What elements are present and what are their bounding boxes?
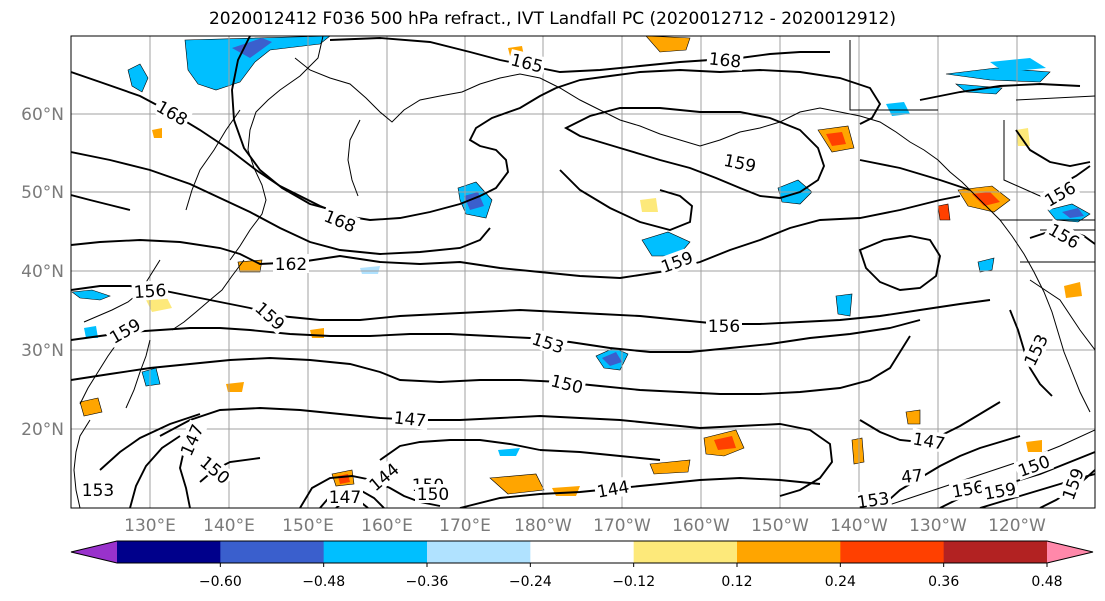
longitude-label: 120°W: [988, 516, 1046, 536]
contour-lines: [71, 36, 1095, 508]
latitude-label: 20°N: [21, 420, 64, 440]
colorbar-tick-label: −0.12: [612, 574, 655, 590]
contour-label: 147: [391, 407, 429, 432]
colorbar-tick-label: 0.48: [1031, 574, 1062, 590]
contour-label: 147: [909, 428, 949, 455]
latitude-label: 30°N: [21, 341, 64, 361]
svg-text:153: 153: [856, 489, 891, 513]
contour-label: 153: [853, 487, 893, 513]
map-frame: [70, 35, 1096, 509]
colorbar-outline: [70, 540, 1094, 564]
longitude-label: 130°W: [909, 516, 967, 536]
colorbar-tick-label: −0.36: [406, 574, 449, 590]
svg-text:47: 47: [900, 466, 924, 488]
contour-label: 156: [131, 279, 169, 303]
longitude-label: 150°W: [751, 516, 809, 536]
svg-text:150: 150: [417, 485, 449, 505]
latitude-labels: 60°N 50°N 40°N 30°N 20°N: [21, 105, 64, 440]
svg-text:147: 147: [329, 488, 361, 508]
contour-label: 162: [273, 254, 309, 275]
svg-text:162: 162: [275, 255, 307, 275]
longitude-labels: 130°E 140°E 150°E 160°E 170°E 180°W 170°W 160°W…: [124, 516, 1046, 536]
longitude-label: 140°E: [203, 516, 255, 536]
colorbar-segment: [323, 541, 428, 563]
filled-anomaly-patches: [71, 36, 1091, 496]
colorbar-tick-label: −0.48: [302, 574, 345, 590]
longitude-label: 150°E: [282, 516, 334, 536]
colorbar-tick-label: −0.60: [199, 574, 242, 590]
contour-labels: 165 1681681591561561681621561591591591561…: [80, 48, 1089, 513]
longitude-label: 170°E: [439, 516, 491, 536]
colorbar-upper-extension: [1047, 541, 1093, 563]
contour-label: 150: [415, 484, 451, 505]
colorbar-tick-label: 0.24: [825, 574, 856, 590]
colorbar-segment: [943, 541, 1048, 563]
coastlines: [73, 36, 1095, 508]
colorbar-segment: [427, 541, 531, 563]
latitude-label: 40°N: [21, 262, 64, 282]
latitude-label: 60°N: [21, 105, 64, 125]
colorbar-segment: [633, 541, 738, 563]
longitude-label: 140°W: [830, 516, 888, 536]
svg-text:156: 156: [133, 281, 167, 303]
svg-text:147: 147: [393, 408, 427, 431]
colorbar: −0.60 −0.48 −0.36 −0.24 −0.12 0.12 0.24 0.36 0.4…: [70, 540, 1094, 590]
colorbar-tick-label: 0.36: [928, 574, 959, 590]
colorbar-segment: [737, 541, 841, 563]
contour-label: 47: [898, 464, 926, 488]
colorbar-segment: [117, 541, 221, 563]
contour-label: 144: [593, 476, 633, 503]
map-title: 2020012412 F036 500 hPa refract., IVT La…: [208, 9, 896, 29]
svg-text:153: 153: [82, 481, 114, 501]
colorbar-segment: [220, 541, 325, 563]
svg-text:156: 156: [708, 317, 740, 337]
colorbar-tick-label: 0.12: [721, 574, 752, 590]
colorbar-segment: [530, 541, 635, 563]
contour-label: 156: [706, 316, 742, 337]
latitude-label: 50°N: [21, 183, 64, 203]
longitude-label: 130°E: [124, 516, 176, 536]
gridlines: [71, 36, 1095, 508]
colorbar-lower-extension: [71, 541, 117, 563]
colorbar-tick-label: −0.24: [509, 574, 552, 590]
contour-label: 168: [706, 48, 744, 73]
colorbar-segment: [840, 541, 945, 563]
svg-text:168: 168: [708, 49, 742, 72]
contour-label: 147: [327, 487, 363, 508]
longitude-label: 160°W: [672, 516, 730, 536]
longitude-label: 160°E: [361, 516, 413, 536]
contour-label: 153: [80, 480, 116, 501]
longitude-label: 180°W: [514, 516, 572, 536]
longitude-label: 170°W: [593, 516, 651, 536]
